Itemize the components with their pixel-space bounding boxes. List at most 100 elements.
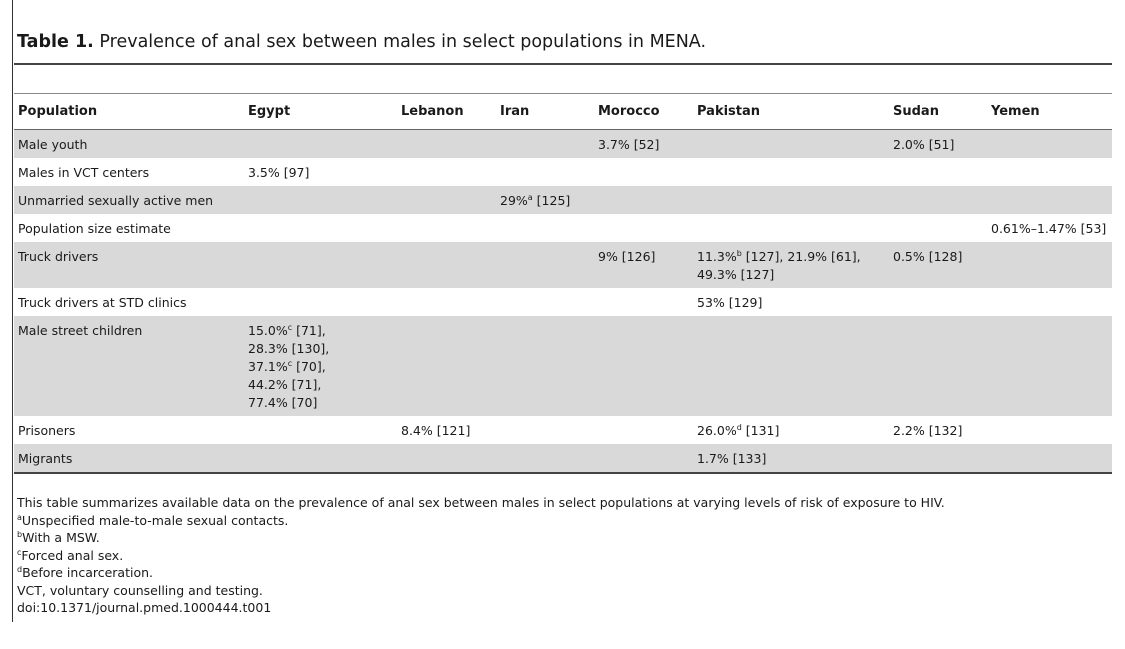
value-text: 11.3% [697, 249, 737, 264]
prevalence-table: Population Egypt Lebanon Iran Morocco Pakista… [14, 95, 1112, 474]
value-cell-morocco: 9% [126] [594, 242, 693, 288]
value-cell-morocco [594, 158, 693, 186]
footnote-marker: a [527, 193, 533, 202]
footnote-text: Forced anal sex. [21, 547, 124, 563]
value-cell-pakistan [693, 158, 889, 186]
footnote-text: Before incarceration. [22, 565, 153, 580]
value-line: 26.0%d [131] [697, 422, 885, 440]
footnote-item: aUnspecified male-to-male sexual contact… [17, 512, 945, 530]
value-cell-iran [496, 316, 594, 416]
value-cell-sudan: 2.2% [132] [889, 416, 987, 444]
population-cell: Male youth [14, 129, 244, 158]
footnote-item: bWith a MSW. [17, 529, 945, 547]
value-cell-yemen: 0.61%–1.47% [53] [987, 214, 1112, 242]
value-cell-yemen [987, 316, 1112, 416]
value-cell-morocco [594, 444, 693, 474]
table-caption-label: Table 1. [17, 32, 94, 52]
value-text: 3.7% [52] [598, 137, 660, 152]
value-line: 2.2% [132] [893, 422, 983, 440]
value-cell-lebanon: 8.4% [121] [397, 416, 496, 444]
column-header-egypt: Egypt [244, 95, 397, 130]
footnote-doi[interactable]: doi:10.1371/journal.pmed.1000444.t001 [17, 600, 272, 615]
column-header-pakistan: Pakistan [693, 95, 889, 130]
value-line: 44.2% [71], [248, 376, 393, 394]
value-cell-yemen [987, 186, 1112, 214]
value-cell-lebanon [397, 316, 496, 416]
value-cell-yemen [987, 288, 1112, 316]
population-cell: Prisoners [14, 416, 244, 444]
value-ref: [131] [741, 423, 780, 438]
footnote-text: Unspecified male-to-male sexual contacts… [21, 512, 289, 528]
value-text: 2.2% [132] [893, 423, 963, 438]
value-cell-iran [496, 129, 594, 158]
value-line: 0.61%–1.47% [53] [991, 220, 1108, 238]
value-cell-morocco [594, 186, 693, 214]
header-top-rule [14, 93, 1112, 94]
value-text: 0.5% [128] [893, 249, 963, 264]
value-text: 8.4% [121] [401, 423, 471, 438]
value-line: 1.7% [133] [697, 450, 885, 468]
column-header-yemen: Yemen [987, 95, 1112, 130]
table-row: Males in VCT centers 3.5% [97] [14, 158, 1112, 186]
value-line: 9% [126] [598, 248, 689, 266]
value-cell-pakistan [693, 214, 889, 242]
value-cell-iran [496, 242, 594, 288]
value-line: 29%a [125] [500, 192, 590, 210]
value-text: 37.1% [248, 359, 288, 374]
value-text: 28.3% [130], [248, 341, 330, 356]
column-header-lebanon: Lebanon [397, 95, 496, 130]
value-cell-lebanon [397, 186, 496, 214]
value-cell-sudan [889, 214, 987, 242]
value-cell-pakistan [693, 186, 889, 214]
column-header-morocco: Morocco [594, 95, 693, 130]
footnote-text: With a MSW. [22, 530, 100, 545]
value-text: 2.0% [51] [893, 137, 955, 152]
value-cell-iran [496, 158, 594, 186]
footnote-marker: c [17, 547, 22, 557]
footnote-abbrev: VCT, voluntary counselling and testing. [17, 582, 263, 598]
population-cell: Migrants [14, 444, 244, 474]
caption-rule [14, 63, 1112, 65]
value-cell-sudan [889, 316, 987, 416]
value-cell-lebanon [397, 288, 496, 316]
value-cell-lebanon [397, 214, 496, 242]
population-cell: Male street children [14, 316, 244, 416]
value-cell-morocco [594, 416, 693, 444]
value-cell-sudan [889, 288, 987, 316]
population-cell: Truck drivers [14, 242, 244, 288]
left-margin-rule [12, 0, 13, 622]
value-cell-pakistan: 1.7% [133] [693, 444, 889, 474]
value-ref: [71], [292, 323, 326, 338]
footnote-marker: b [17, 530, 23, 539]
column-header-iran: Iran [496, 95, 594, 130]
value-cell-pakistan [693, 129, 889, 158]
population-cell: Males in VCT centers [14, 158, 244, 186]
value-line: 2.0% [51] [893, 136, 983, 154]
value-line: 3.7% [52] [598, 136, 689, 154]
value-line: 77.4% [70] [248, 394, 393, 412]
value-cell-pakistan: 11.3%b [127], 21.9% [61], 49.3% [127] [693, 242, 889, 288]
value-cell-egypt [244, 416, 397, 444]
value-ref: [127], 21.9% [61], [741, 249, 861, 264]
value-cell-sudan: 2.0% [51] [889, 129, 987, 158]
value-cell-sudan [889, 158, 987, 186]
value-cell-egypt [244, 242, 397, 288]
table-row: Male street children 15.0%c [71], 28.3% [1… [14, 316, 1112, 416]
value-text: 77.4% [70] [248, 395, 318, 410]
value-line: 53% [129] [697, 294, 885, 312]
footnote-marker: c [287, 359, 293, 368]
value-line: 15.0%c [71], [248, 322, 393, 340]
value-text: 1.7% [133] [697, 451, 767, 466]
population-cell: Unmarried sexually active men [14, 186, 244, 214]
footnote-summary: This table summarizes available data on … [17, 495, 945, 510]
footnote-list: aUnspecified male-to-male sexual contact… [17, 512, 945, 582]
value-cell-pakistan: 26.0%d [131] [693, 416, 889, 444]
table-row: Unmarried sexually active men 29%a [125] [14, 186, 1112, 214]
value-text: 0.61%–1.47% [53] [991, 221, 1107, 236]
table-caption-text: Prevalence of anal sex between males in … [99, 32, 707, 52]
value-cell-yemen [987, 242, 1112, 288]
value-ref: [125] [532, 193, 571, 208]
value-cell-pakistan [693, 316, 889, 416]
value-cell-morocco [594, 288, 693, 316]
value-line: 8.4% [121] [401, 422, 492, 440]
